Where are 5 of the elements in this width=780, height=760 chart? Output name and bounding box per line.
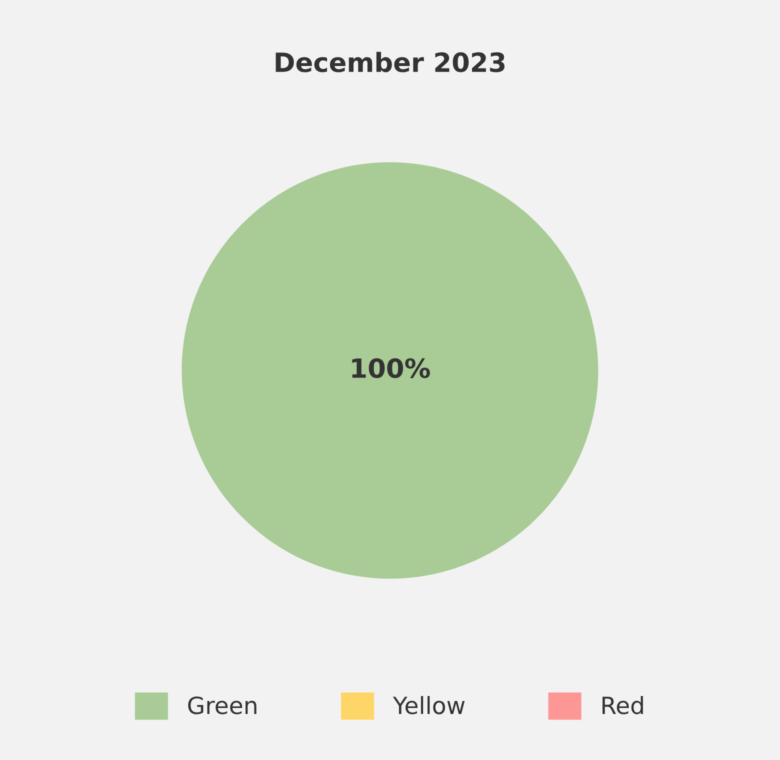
legend-label: Red: [602, 696, 643, 714]
data-label: 100%: [352, 358, 430, 378]
chart-title: December 2023: [276, 52, 505, 72]
legend-label: Green: [188, 696, 256, 714]
legend-label: Yellow: [392, 696, 465, 714]
